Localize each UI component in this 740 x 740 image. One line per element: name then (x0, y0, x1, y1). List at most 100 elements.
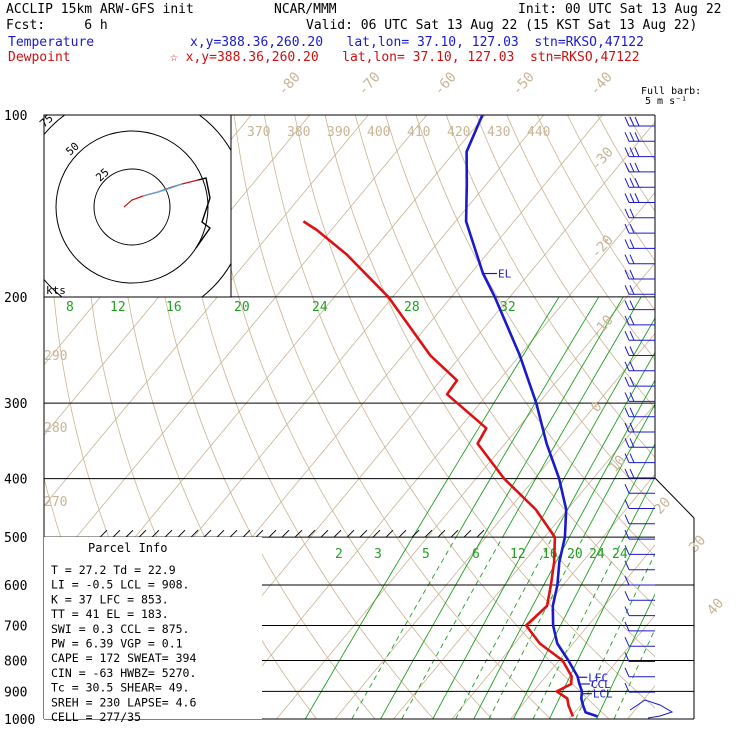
wind-barb-flag (629, 330, 635, 341)
isotherm-label: -20 (588, 232, 617, 262)
wind-barb-flag (624, 223, 630, 234)
wind-barb-flag (624, 116, 630, 127)
mixing-ratio-label: 24 (312, 300, 328, 315)
mixing-ratio-label: 8 (66, 300, 74, 315)
hatch-tick (151, 529, 160, 538)
wind-barb-flag (629, 392, 635, 402)
wind-barb-flag (629, 361, 635, 372)
header-line1-center: NCAR/MMM (274, 2, 337, 17)
hatch-tick (229, 529, 238, 538)
wind-barb-flag (624, 636, 630, 647)
mixing-ratio-line (575, 552, 655, 719)
dewpoint-legend-label: Dewpoint (8, 50, 71, 65)
mixing-ratio-line (473, 536, 570, 719)
mixing-ratio-line (699, 297, 740, 537)
wind-barb-flag (624, 468, 630, 479)
wind-barb-flag (629, 300, 635, 310)
wind-barb-flag (624, 392, 630, 402)
dewpoint-legend-info: ☆ x,y=388.36,260.20 lat,lon= 37.10, 127.… (170, 50, 640, 65)
dry-adiabat-line (445, 115, 655, 458)
wind-barb-flag (624, 315, 630, 326)
wind-barb-flag (624, 147, 630, 157)
isotherm-label: 0 (588, 399, 606, 416)
wind-barb-flag (634, 132, 640, 142)
dewpoint-profile-line (302, 220, 575, 717)
pressure-label: 900 (4, 685, 27, 700)
mixing-ratio-line (412, 296, 560, 538)
isotherm-line (568, 614, 655, 719)
mixing-ratio-line (513, 536, 607, 719)
mixing-ratio-line (351, 536, 457, 719)
parcel-info-row: SWI = 0.3 CCL = 875. (51, 622, 189, 636)
mixing-ratio-label: 6 (472, 547, 480, 562)
mixing-ratio-line (596, 593, 655, 719)
hatch-tick (398, 529, 407, 538)
theta-label: 390 (327, 125, 350, 140)
pressure-label: 600 (4, 579, 27, 594)
dry-adiabat-line (506, 115, 655, 360)
level-marker-lfc: LFC (588, 671, 608, 684)
wind-barb-flag (624, 591, 630, 601)
pressure-label: 1000 (4, 713, 35, 728)
mixing-ratio-line (613, 628, 655, 719)
mixing-ratio-line (455, 536, 553, 719)
theta-label: 430 (487, 125, 510, 140)
wind-barb-surface (629, 699, 674, 719)
mixing-ratio-line (455, 296, 600, 538)
mixing-ratio-line (482, 296, 624, 538)
mixing-ratio-line (623, 476, 655, 538)
wind-barb-flag (624, 208, 630, 219)
isotherm-label: -30 (588, 144, 617, 174)
isotherm-label: -40 (587, 69, 616, 99)
hatch-tick (359, 529, 368, 538)
wind-barb-flag (629, 177, 635, 188)
wind-barb-flag (624, 514, 630, 525)
dry-adiabat-line (173, 115, 434, 719)
hatch-tick (99, 529, 108, 538)
parcel-info-row: SREH = 230 LAPSE= 4.6 (51, 695, 196, 709)
wind-barb-flag (624, 483, 630, 494)
hatch-tick (463, 529, 472, 538)
theta-label: 440 (527, 125, 550, 140)
mixing-ratio-line (304, 536, 414, 719)
hatch-tick (216, 529, 225, 538)
wind-barb-flag (629, 346, 635, 356)
parcel-info-row: T = 27.2 Td = 22.9 (51, 563, 176, 577)
dry-adiabat-line (415, 115, 655, 508)
parcel-info-row: CAPE = 172 SWEAT= 394 (51, 651, 196, 665)
isotherm-label: -80 (275, 69, 304, 99)
dry-adiabat-label: 270 (44, 495, 67, 510)
wind-barb-flag (634, 162, 640, 173)
level-marker-lcl: LCL (593, 688, 613, 701)
parcel-info-row: Tc = 30.5 SHEAR= 49. (51, 681, 189, 695)
hatch-tick (385, 529, 394, 538)
wind-barb-flag (624, 193, 630, 203)
parcel-info-row: TT = 41 EL = 183. (51, 607, 169, 621)
mixing-ratio-label: 3 (374, 547, 382, 562)
header-line2-right: Valid: 06 UTC Sat 13 Aug 22 (15 KST Sat … (306, 18, 698, 33)
wind-barb-title: Full barb: (641, 86, 701, 97)
wind-barb-flag (629, 239, 635, 249)
hatch-tick (372, 529, 381, 538)
wind-barb-flag (624, 346, 630, 356)
mixing-ratio-label: 20 (567, 547, 583, 562)
dry-adiabat-line (142, 115, 376, 719)
parcel-info-row: PW = 6.39 VGP = 0.1 (51, 637, 183, 651)
mixing-ratio-label: 2 (335, 547, 343, 562)
wind-barb-flag (629, 223, 635, 234)
hatch-tick (320, 529, 329, 538)
wind-barb-flag (624, 606, 630, 616)
mixing-ratio-line (582, 403, 655, 538)
hatch-tick (424, 529, 433, 538)
wind-barb-flag (634, 177, 640, 188)
wind-barb-flag (624, 529, 630, 540)
dry-adiabat-line (385, 115, 655, 557)
hatch-tick (294, 529, 303, 538)
hodograph-unit-label: kts (46, 284, 66, 297)
isotherm-line (44, 115, 369, 507)
hatch-tick (164, 529, 173, 538)
mixing-ratio-line (502, 296, 642, 538)
wind-barb-flag (624, 132, 630, 142)
pressure-label: 200 (4, 291, 27, 306)
